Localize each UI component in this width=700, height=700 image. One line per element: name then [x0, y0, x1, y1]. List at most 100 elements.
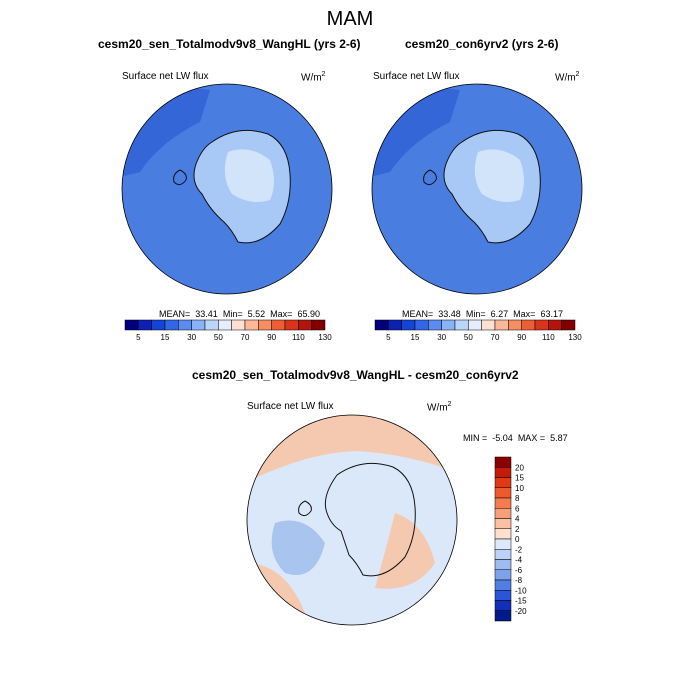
- panel2-map: [371, 83, 583, 295]
- colorbar-swatch: [258, 319, 272, 331]
- colorbar-tick-label: 70: [241, 333, 250, 342]
- panel3-units: W/m2: [427, 401, 452, 414]
- colorbar-tick-label: 50: [214, 333, 223, 342]
- panel3-coastline: [324, 462, 416, 577]
- colorbar-swatch: [244, 319, 259, 331]
- colorbar-swatch: [204, 319, 219, 331]
- colorbar-tick-label: -8: [515, 576, 523, 585]
- panel3-stats: MIN = -5.04 MAX = 5.87: [463, 433, 568, 443]
- colorbar-swatch: [494, 487, 512, 499]
- panel2-colorbar: 5 15 30 50 70 90 110 130: [374, 319, 582, 342]
- colorbar-swatch: [124, 319, 139, 331]
- colorbar-swatch: [494, 569, 512, 581]
- panel3-variable: Surface net LW flux: [247, 401, 334, 412]
- colorbar-swatch: [494, 497, 512, 509]
- figure-title: MAM: [326, 8, 374, 30]
- colorbar-swatch: [494, 579, 512, 591]
- colorbar-tick-label: 4: [515, 515, 520, 524]
- colorbar-swatch: [191, 319, 206, 331]
- colorbar-tick-label: 5: [136, 333, 141, 342]
- colorbar-swatch: [428, 319, 442, 331]
- colorbar-tick-label: 0: [515, 535, 520, 544]
- panel2-stats: MEAN= 33.48 Min= 6.27 Max= 63.17: [402, 309, 563, 319]
- colorbar-swatch: [494, 610, 512, 622]
- colorbar-swatch: [138, 319, 152, 331]
- colorbar-swatch: [231, 319, 246, 331]
- colorbar-swatch: [494, 600, 512, 611]
- panel2-title: cesm20_con6yrv2 (yrs 2-6): [405, 37, 559, 51]
- colorbar-tick-label: 2: [515, 525, 520, 534]
- colorbar-tick-label: 6: [515, 504, 520, 513]
- colorbar-swatch: [388, 319, 402, 331]
- colorbar-tick-label: 15: [411, 333, 420, 342]
- colorbar-swatch: [534, 319, 549, 331]
- colorbar-tick-label: -4: [515, 556, 523, 565]
- colorbar-swatch: [151, 319, 166, 331]
- colorbar-swatch: [494, 508, 512, 519]
- colorbar-swatch: [494, 549, 512, 560]
- panel1-colorbar: 5 15 30 50 70 90 110 130: [124, 319, 332, 342]
- colorbar-swatch: [468, 319, 482, 331]
- colorbar-tick-label: -6: [515, 566, 523, 575]
- panel1-units: W/m2: [301, 71, 326, 84]
- panel1-title: cesm20_sen_Totalmodv9v8_WangHL (yrs 2-6): [98, 37, 361, 51]
- panel1-stats: MEAN= 33.41 Min= 5.52 Max= 65.90: [159, 309, 320, 319]
- colorbar-swatch: [494, 319, 509, 331]
- colorbar-swatch: [494, 467, 512, 478]
- panel3-title: cesm20_sen_Totalmodv9v8_WangHL - cesm20_…: [192, 368, 519, 382]
- panel2-plateau: [474, 149, 524, 202]
- colorbar-swatch: [521, 319, 536, 331]
- colorbar-swatch: [494, 590, 512, 601]
- panel1-map-border: [121, 83, 333, 295]
- colorbar-tick-label: 90: [267, 333, 276, 342]
- colorbar-swatch: [218, 319, 232, 331]
- colorbar-tick-label: 130: [568, 333, 582, 342]
- colorbar-tick-label: 50: [464, 333, 473, 342]
- colorbar-tick-label: -20: [515, 607, 527, 616]
- panel1-plateau: [224, 149, 274, 202]
- colorbar-swatch: [401, 319, 416, 331]
- colorbar-swatch: [548, 319, 562, 331]
- colorbar-tick-label: 15: [515, 474, 524, 483]
- colorbar-tick-label: -15: [515, 597, 527, 606]
- panel2-peninsula-coast: [423, 169, 437, 186]
- colorbar-tick-label: 8: [515, 494, 520, 503]
- colorbar-tick-label: 15: [161, 333, 170, 342]
- colorbar-swatch: [311, 319, 326, 331]
- colorbar-swatch: [561, 319, 576, 331]
- colorbar-tick-label: 70: [491, 333, 500, 342]
- colorbar-swatch: [494, 559, 512, 570]
- colorbar-swatch: [298, 319, 312, 331]
- colorbar-swatch: [414, 319, 429, 331]
- colorbar-tick-label: 90: [517, 333, 526, 342]
- colorbar-swatch: [494, 477, 512, 488]
- colorbar-swatch: [178, 319, 192, 331]
- panel3-cool-region-west: [271, 520, 325, 575]
- panel2-map-border: [371, 83, 583, 295]
- colorbar-swatch: [508, 319, 522, 331]
- colorbar-swatch: [494, 518, 512, 529]
- panel1-variable: Surface net LW flux: [122, 71, 209, 82]
- colorbar-swatch: [454, 319, 469, 331]
- colorbar-tick-label: 130: [318, 333, 332, 342]
- colorbar-swatch: [494, 456, 512, 468]
- panel1-map: [121, 83, 333, 295]
- panel3-map-border: [246, 414, 458, 626]
- panel3-map: [246, 414, 458, 626]
- colorbar-swatch: [271, 319, 286, 331]
- colorbar-swatch: [494, 538, 512, 550]
- colorbar-tick-label: 110: [542, 333, 555, 342]
- colorbar-tick-label: 30: [187, 333, 196, 342]
- colorbar-swatch: [441, 319, 456, 331]
- colorbar-swatch: [164, 319, 179, 331]
- colorbar-tick-label: 30: [437, 333, 446, 342]
- colorbar-tick-label: -2: [515, 545, 523, 554]
- colorbar-swatch: [374, 319, 389, 331]
- colorbar-tick-label: 10: [515, 484, 524, 493]
- panel2-variable: Surface net LW flux: [373, 71, 460, 82]
- colorbar-tick-label: 20: [515, 463, 524, 472]
- colorbar-tick-label: 110: [292, 333, 305, 342]
- panel3-peninsula-coast: [298, 500, 312, 517]
- colorbar-swatch: [284, 319, 299, 331]
